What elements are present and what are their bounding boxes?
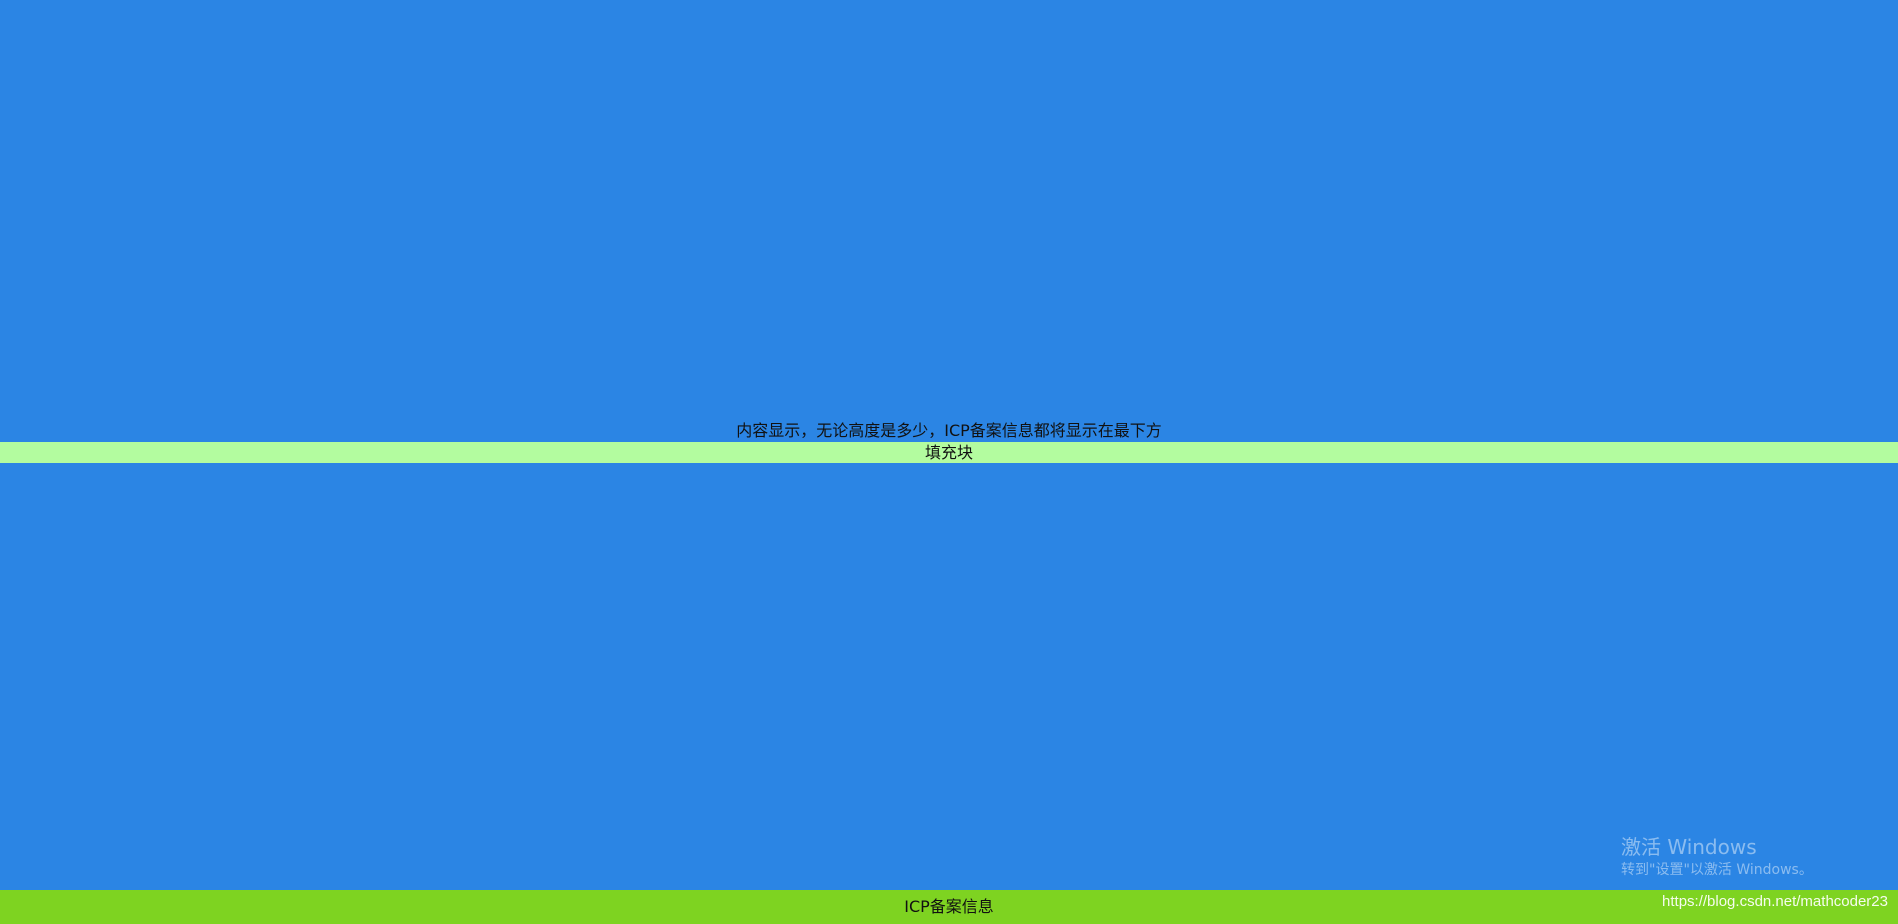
content-text: 内容显示，无论高度是多少，ICP备案信息都将显示在最下方	[736, 421, 1162, 440]
icp-footer: ICP备案信息	[0, 890, 1898, 924]
filler-block: 填充块	[0, 442, 1898, 463]
watermark-url: https://blog.csdn.net/mathcoder23	[1662, 893, 1888, 910]
activate-windows-overlay: 激活 Windows 转到"设置"以激活 Windows。	[1621, 834, 1813, 880]
activate-windows-subtitle: 转到"设置"以激活 Windows。	[1621, 862, 1813, 878]
activate-windows-title: 激活 Windows	[1621, 835, 1757, 859]
